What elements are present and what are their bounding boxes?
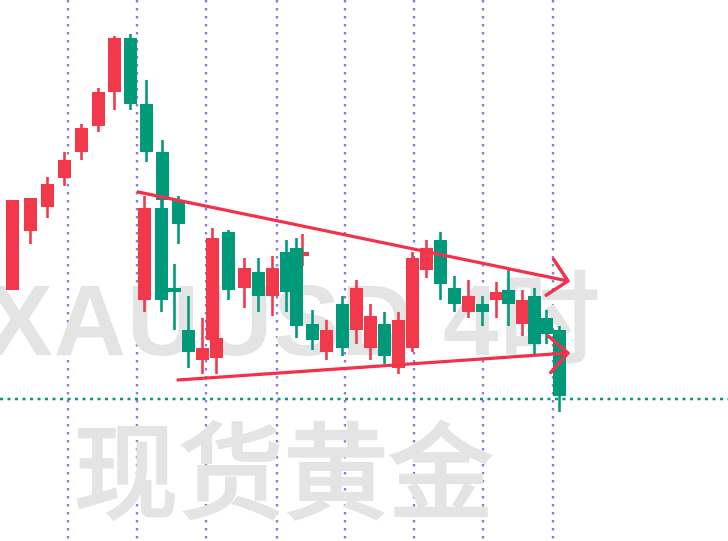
candle-25 xyxy=(306,310,319,350)
candle-2 xyxy=(41,177,54,218)
lower-trendline-arrowhead-icon xyxy=(546,334,570,375)
upper-trendline-arrowhead-icon xyxy=(544,257,570,297)
candle-41 xyxy=(528,288,541,356)
candle-39 xyxy=(502,268,515,326)
candle-3 xyxy=(58,152,71,186)
candle-24 xyxy=(290,238,303,338)
candle-30 xyxy=(378,312,391,364)
candle-5 xyxy=(92,88,105,132)
candle-35 xyxy=(448,276,461,312)
candle-4 xyxy=(75,124,88,160)
candle-29 xyxy=(364,304,377,360)
candle-6 xyxy=(108,36,121,110)
candle-19 xyxy=(238,258,251,308)
candle-34 xyxy=(434,232,447,300)
candle-8 xyxy=(140,80,153,162)
candle-40 xyxy=(516,290,529,336)
candle-1 xyxy=(24,198,37,244)
upper-trendline xyxy=(136,190,570,297)
candle-42 xyxy=(540,310,553,344)
candle-22 xyxy=(280,240,293,312)
candle-20 xyxy=(252,258,265,312)
candle-32 xyxy=(406,252,419,352)
candle-37 xyxy=(476,296,489,326)
candle-11 xyxy=(138,196,151,312)
candle-12 xyxy=(155,198,168,312)
candle-14 xyxy=(182,296,195,368)
watermark-secondary-text: 现货黄金 xyxy=(74,417,494,533)
candle-7 xyxy=(124,34,137,110)
lower-trendline xyxy=(176,334,570,382)
candle-36 xyxy=(462,280,475,318)
candle-18 xyxy=(222,230,235,300)
candle-27 xyxy=(336,296,349,356)
candle-28 xyxy=(350,280,363,344)
candle-21 xyxy=(266,256,279,316)
candle-13 xyxy=(168,264,181,330)
candle-10 xyxy=(172,196,185,244)
candle-15 xyxy=(196,318,209,374)
trendline-annotations xyxy=(136,190,570,382)
candle-17 xyxy=(206,228,219,352)
candle-26 xyxy=(320,320,333,360)
candle-0 xyxy=(6,200,19,290)
candle-38 xyxy=(490,282,503,318)
